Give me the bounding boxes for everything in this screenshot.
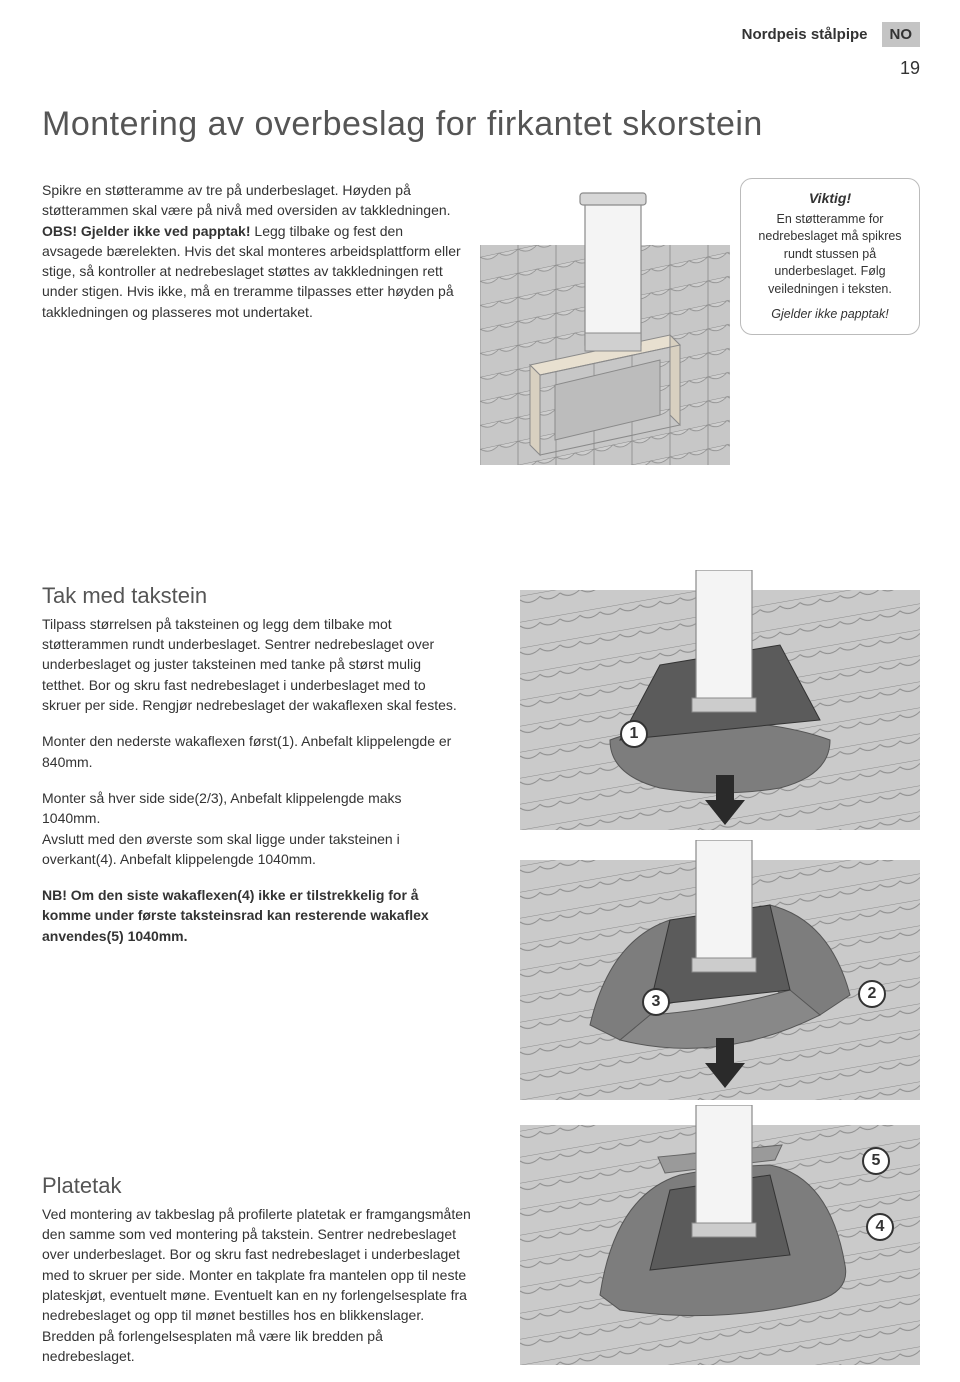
intro-obs: OBS! Gjelder ikke ved papptak! — [42, 223, 251, 239]
figure-step-4-5: 5 4 — [520, 1105, 920, 1365]
section-platetak-title: Platetak — [42, 1170, 472, 1202]
section-takstein-title: Tak med takstein — [42, 580, 462, 612]
callout-title: Viktig! — [753, 189, 907, 209]
figure-step-2-3: 3 2 — [520, 840, 920, 1100]
label-3: 3 — [642, 988, 670, 1016]
label-2: 2 — [858, 980, 886, 1008]
figure-step-1: 1 — [520, 570, 920, 830]
callout-footer: Gjelder ikke papptak! — [753, 306, 907, 324]
callout-body: En støtteramme for nedrebeslaget må spik… — [753, 211, 907, 299]
section-platetak: Platetak Ved montering av takbeslag på p… — [42, 1170, 472, 1382]
section-takstein-p2: Monter den nederste wakaflexen først(1).… — [42, 731, 462, 772]
section-takstein-p4: NB! Om den siste wakaflexen(4) ikke er t… — [42, 885, 462, 946]
section-platetak-p1: Ved montering av takbeslag på profilerte… — [42, 1204, 472, 1366]
page-number: 19 — [900, 58, 920, 79]
section-takstein: Tak med takstein Tilpass størrelsen på t… — [42, 580, 462, 962]
page-title: Montering av overbeslag for firkantet sk… — [42, 105, 763, 144]
label-4: 4 — [866, 1213, 894, 1241]
section-takstein-p1: Tilpass størrelsen på taksteinen og legg… — [42, 614, 462, 715]
callout-box: Viktig! En støtteramme for nedrebeslaget… — [740, 178, 920, 335]
figure-frame-roof — [480, 185, 730, 465]
intro-text-a: Spikre en støtteramme av tre på underbes… — [42, 182, 451, 218]
label-1: 1 — [620, 720, 648, 748]
intro-paragraph: Spikre en støtteramme av tre på underbes… — [42, 180, 462, 322]
label-5: 5 — [862, 1147, 890, 1175]
brand-text: Nordpeis stålpipe — [742, 26, 868, 43]
lang-badge: NO — [882, 22, 921, 47]
section-takstein-p3: Monter så hver side side(2/3), Anbefalt … — [42, 788, 462, 869]
